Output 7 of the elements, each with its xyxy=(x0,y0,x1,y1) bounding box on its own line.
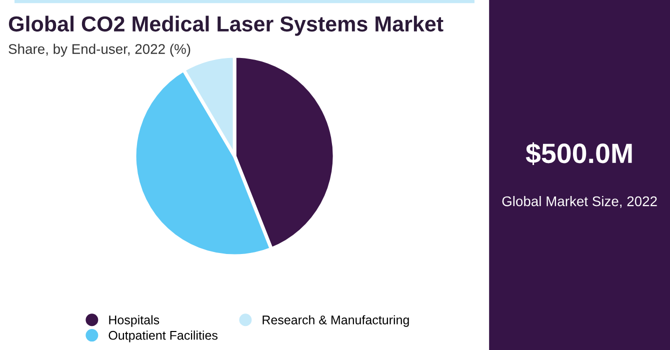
legend-label: Outpatient Facilities xyxy=(108,330,218,342)
chart-subtitle: Share, by End-user, 2022 (%) xyxy=(8,44,190,57)
text: Global Market Size, 2022 xyxy=(502,196,657,208)
text: $500.0M xyxy=(526,142,632,165)
legend-label: Hospitals xyxy=(109,315,160,327)
legend-label: Research & Manufacturing xyxy=(262,315,409,327)
chart-title: Global CO2 Medical Laser Systems Market xyxy=(8,16,444,36)
